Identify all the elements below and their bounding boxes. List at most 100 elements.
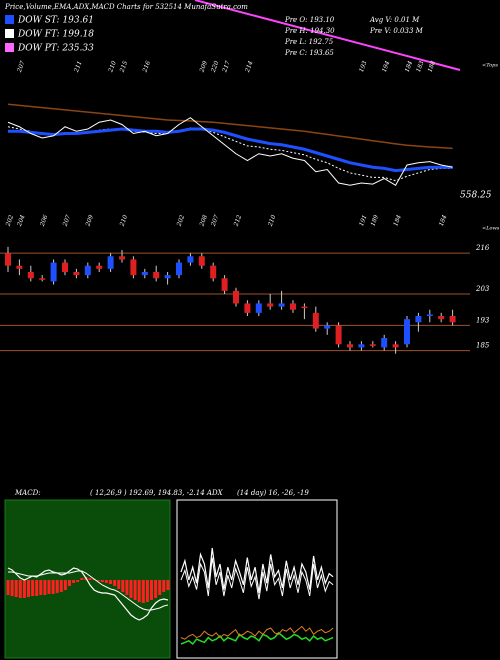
top-label: 215	[118, 60, 129, 74]
macd-bar	[14, 580, 18, 597]
macd-bar	[133, 580, 137, 600]
macd-bar	[137, 580, 141, 602]
candle-body	[358, 344, 365, 348]
chart-title: Price,Volume,EMA,ADX,MACD Charts for 532…	[4, 3, 248, 11]
macd-bar	[63, 580, 67, 590]
candle-body	[324, 325, 331, 329]
candle-body	[187, 256, 194, 263]
macd-bar	[80, 578, 84, 580]
macd-bar	[72, 580, 76, 583]
tops-label: <Tops	[482, 63, 498, 69]
top-label: 188	[427, 60, 438, 73]
info: Pre L: 192.75	[284, 38, 334, 46]
y-tick-label: 193	[476, 316, 490, 324]
candle-body	[96, 265, 103, 269]
candle-body	[290, 303, 296, 310]
candle-body	[255, 303, 262, 313]
macd-bar	[76, 580, 80, 582]
candle-body	[244, 303, 251, 313]
macd-bar	[166, 580, 170, 590]
info: Pre V: 0.033 M	[369, 27, 424, 35]
macd-bar	[162, 580, 166, 592]
macd-bar	[117, 580, 121, 589]
top-label: 217	[221, 60, 232, 74]
info: Pre O: 193.10	[284, 16, 335, 24]
macd-bar	[51, 580, 55, 594]
candle-body	[16, 265, 23, 269]
top-label: 214	[244, 60, 255, 74]
macd-bar	[27, 580, 30, 597]
candle-body	[27, 272, 34, 279]
top-label: 193	[358, 60, 369, 73]
candle-body	[415, 316, 422, 323]
macd-bar	[59, 580, 63, 592]
series-line	[180, 547, 334, 593]
candle-body	[426, 314, 433, 316]
macd-bar	[6, 580, 10, 595]
candle-body	[5, 253, 11, 266]
candle-body	[164, 275, 171, 279]
series-line	[180, 625, 334, 640]
candle-body	[438, 316, 445, 320]
low-label: 206	[39, 214, 50, 228]
series-line	[8, 570, 169, 611]
candle-body	[153, 272, 160, 279]
candle-body	[107, 256, 114, 269]
candle-body	[278, 303, 285, 307]
macd-bar	[141, 580, 145, 603]
top-label: 216	[141, 60, 152, 74]
macd-panel	[4, 499, 171, 659]
series-line	[7, 103, 453, 150]
macd-bar	[145, 580, 149, 602]
candle-body	[176, 262, 182, 276]
low-label: 207	[210, 214, 221, 228]
macd-bar	[55, 580, 59, 593]
info: Pre H: 194.30	[284, 27, 335, 35]
candle-body	[312, 312, 319, 329]
low-label: 207	[61, 214, 72, 228]
candle-body	[335, 325, 342, 345]
macd-bar	[158, 580, 162, 595]
macd-bar	[88, 578, 92, 580]
macd-bar	[129, 580, 133, 598]
top-label: 211	[73, 60, 84, 74]
candle-body	[141, 272, 148, 276]
candle-body	[233, 290, 239, 304]
top-label: 210	[107, 60, 118, 74]
lows-label: <Lows	[482, 226, 500, 232]
macd-bar	[68, 580, 71, 586]
macd-bar	[39, 580, 43, 595]
candle-body	[210, 265, 217, 279]
candle-body	[39, 278, 46, 280]
macd-bar	[10, 580, 14, 596]
candle-body	[50, 262, 57, 282]
top-label: 183	[415, 60, 426, 73]
low-label: 184	[438, 214, 449, 227]
volume-label: 558.25	[460, 191, 492, 201]
macd-header: (14 day) 16, -26, -19	[237, 489, 309, 497]
macd-bar	[109, 580, 112, 584]
series-line	[180, 557, 334, 600]
macd-bar	[18, 580, 22, 598]
legend-swatch	[5, 15, 14, 24]
macd-header: MACD:	[14, 489, 41, 497]
candle-body	[198, 256, 205, 266]
macd-bar	[22, 580, 26, 598]
info: Avg V: 0.01 M	[369, 16, 420, 24]
candle-body	[392, 344, 399, 348]
series-line	[7, 126, 453, 182]
legend-swatch	[5, 43, 14, 52]
candle-body	[62, 262, 68, 272]
macd-bar	[35, 580, 39, 596]
candle-body	[347, 344, 353, 348]
macd-bar	[104, 580, 108, 583]
low-label: 189	[370, 214, 381, 227]
candle-body	[449, 316, 456, 323]
top-label: 184	[404, 60, 415, 73]
macd-bar	[121, 580, 125, 592]
candle-body	[369, 344, 376, 346]
macd-bar	[47, 580, 51, 594]
candle-body	[381, 338, 388, 348]
macd-bar	[96, 580, 100, 581]
